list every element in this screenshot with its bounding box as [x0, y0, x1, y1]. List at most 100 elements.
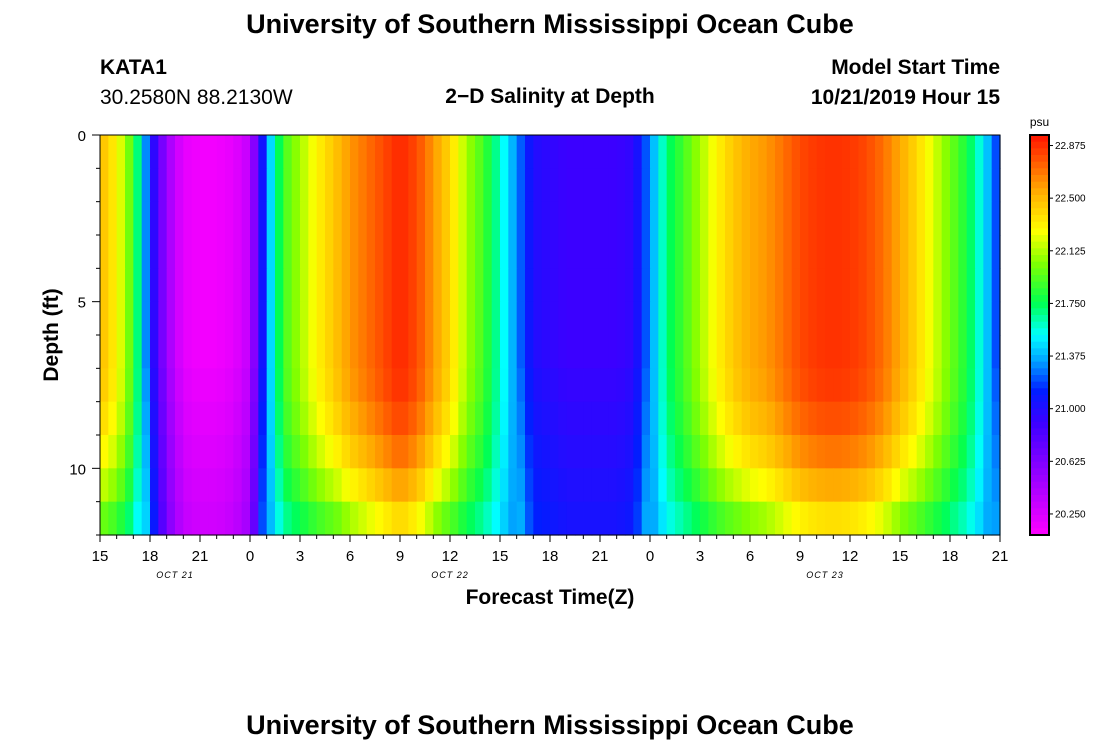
heatmap-cell [150, 168, 159, 203]
heatmap-cell [883, 368, 893, 403]
heatmap-cell [583, 268, 593, 303]
heatmap-cell [700, 335, 709, 369]
x-tick-label: 9 [396, 548, 404, 565]
heatmap-cell [341, 468, 351, 503]
heatmap-cell [541, 401, 551, 436]
heatmap-cell [333, 268, 343, 303]
heatmap-cell [183, 301, 193, 336]
heatmap-cell [408, 401, 418, 436]
heatmap-cell [650, 335, 659, 369]
heatmap-cell [658, 301, 668, 336]
heatmap-cell [625, 268, 634, 303]
heatmap-cell [500, 468, 509, 503]
heatmap-cell [333, 435, 343, 469]
heatmap-cell [541, 168, 551, 203]
heatmap-cell [833, 168, 843, 203]
heatmap-cell [225, 335, 234, 369]
heatmap-cell [608, 135, 618, 169]
heatmap-cell [391, 501, 401, 536]
heatmap-cell [841, 235, 851, 269]
heatmap-cell [116, 368, 126, 403]
heatmap-cell [991, 368, 1001, 403]
heatmap-cell [975, 301, 984, 336]
plot-title: 2−D Salinity at Depth [445, 85, 655, 108]
heatmap-cell [625, 135, 634, 169]
x-tick-label: 12 [842, 548, 859, 565]
heatmap-cell [808, 501, 818, 536]
heatmap-cell [158, 468, 168, 503]
heatmap-cell [775, 368, 784, 403]
heatmap-cell [925, 501, 934, 536]
heatmap-cell [375, 501, 384, 536]
colorbar-segment [1030, 448, 1049, 456]
heatmap-cell [491, 168, 501, 203]
heatmap-cell [591, 168, 601, 203]
heatmap-cell [433, 501, 443, 536]
heatmap-cell [416, 368, 426, 403]
x-date-label: OCT 23 [806, 570, 844, 580]
heatmap-cell [458, 401, 468, 436]
colorbar-segment [1030, 501, 1049, 509]
heatmap-cell [458, 201, 468, 236]
heatmap-cell [341, 301, 351, 336]
heatmap-cell [858, 268, 868, 303]
heatmap-cell [975, 368, 984, 403]
heatmap-cell [300, 301, 309, 336]
heatmap-cell [966, 201, 976, 236]
heatmap-cell [833, 235, 843, 269]
heatmap-cell [725, 268, 734, 303]
heatmap-cell [666, 468, 676, 503]
heatmap-cell [625, 168, 634, 203]
heatmap-cell [375, 201, 384, 236]
heatmap-cell [241, 401, 251, 436]
colorbar-segment [1030, 195, 1049, 203]
heatmap-cell [716, 401, 726, 436]
heatmap-cell [433, 168, 443, 203]
heatmap-cell [416, 135, 426, 169]
heatmap-cell [991, 401, 1001, 436]
heatmap-cell [816, 501, 826, 536]
heatmap-cell [841, 335, 851, 369]
heatmap-cell [775, 168, 784, 203]
heatmap-cell [100, 501, 109, 536]
heatmap-cell [425, 201, 434, 236]
heatmap-cell [383, 501, 393, 536]
heatmap-cell [466, 268, 476, 303]
heatmap-cell [366, 135, 376, 169]
heatmap-cell [733, 201, 743, 236]
heatmap-cell [391, 368, 401, 403]
heatmap-cell [300, 235, 309, 269]
heatmap-cell [850, 135, 859, 169]
heatmap-cell [141, 268, 151, 303]
heatmap-cell [725, 235, 734, 269]
heatmap-cell [900, 401, 909, 436]
colorbar-segment [1030, 381, 1049, 389]
heatmap-cell [958, 268, 968, 303]
heatmap-cell [408, 468, 418, 503]
heatmap-cell [258, 335, 268, 369]
heatmap-cell [716, 468, 726, 503]
colorbar-segment [1030, 408, 1049, 416]
heatmap-cell [633, 401, 643, 436]
heatmap-cell [966, 401, 976, 436]
heatmap-cell [766, 401, 776, 436]
heatmap-cell [525, 501, 534, 536]
heatmap-cell [425, 301, 434, 336]
heatmap-cell [183, 435, 193, 469]
heatmap-cell [808, 168, 818, 203]
heatmap-cell [491, 468, 501, 503]
heatmap-cell [750, 268, 759, 303]
heatmap-cell [308, 368, 318, 403]
heatmap-cell [783, 401, 793, 436]
heatmap-cell [716, 201, 726, 236]
heatmap-cell [416, 401, 426, 436]
colorbar-segment [1030, 255, 1049, 263]
colorbar-segment [1030, 528, 1049, 536]
colorbar-segment [1030, 281, 1049, 289]
heatmap-cell [175, 268, 184, 303]
heatmap-cell [950, 268, 959, 303]
heatmap-cell [275, 201, 284, 236]
heatmap-cell [483, 435, 493, 469]
heatmap-cell [766, 335, 776, 369]
heatmap-cell [691, 268, 701, 303]
